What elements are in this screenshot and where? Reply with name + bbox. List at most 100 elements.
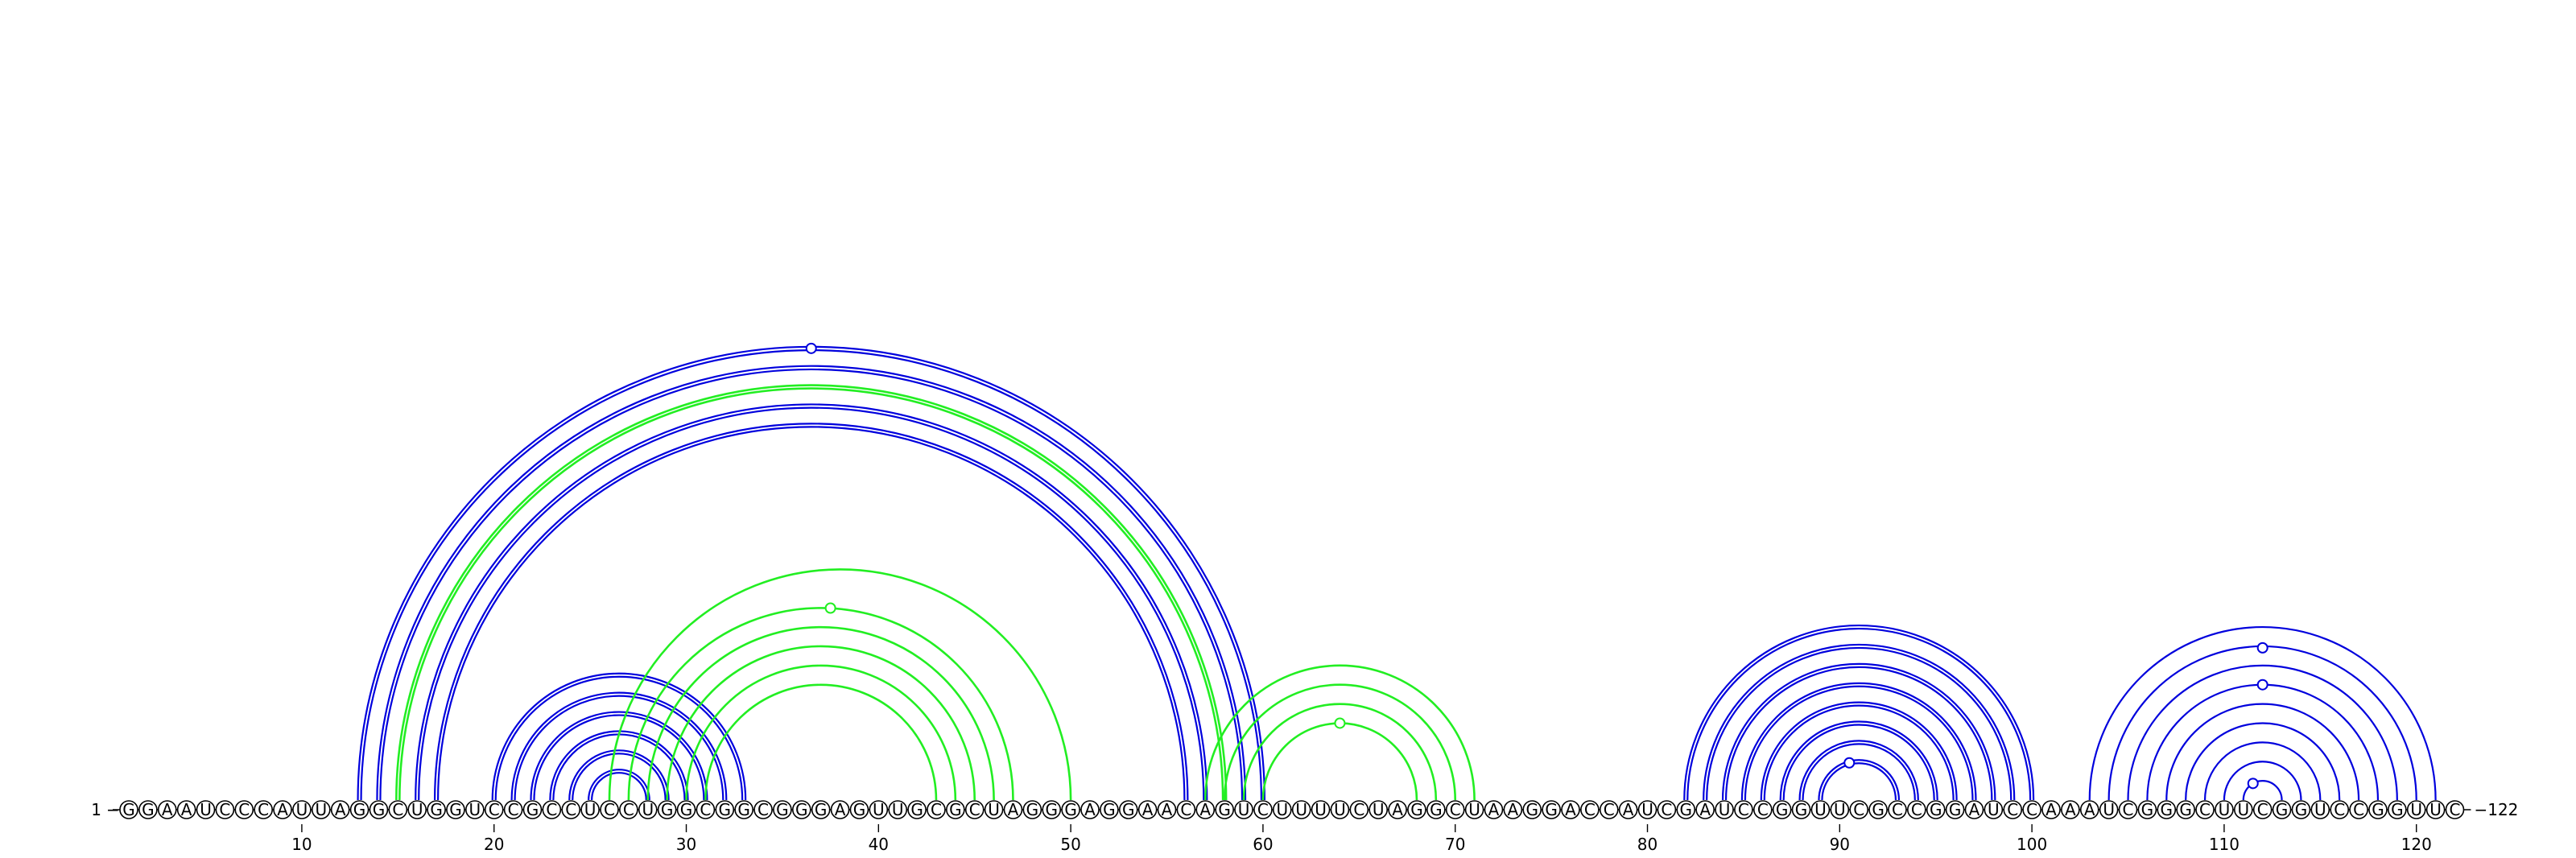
nucleotide-circle [2118,800,2138,819]
nucleotide: C [215,800,235,819]
nucleotide-letter: G [949,800,962,819]
nucleotide-letter: G [1776,800,1789,819]
nucleotide-circle [1234,800,1253,819]
nucleotide: G [1945,800,1965,819]
nucleotide-circle [1080,800,1100,819]
arc-long-stem-green-15-58-0 [395,384,1228,801]
nucleotide-letter: G [2372,800,2384,819]
nucleotide-letter: A [162,800,173,819]
nucleotide: G [907,800,927,819]
nucleotide-circle [1849,800,1868,819]
nucleotide-circle [1964,800,1984,819]
nucleotide: G [522,800,543,819]
nucleotide-letter: C [1450,800,1461,819]
nucleotide-letter: A [181,800,192,819]
nucleotide-letter: G [1430,800,1443,819]
nucleotide-circle [2041,800,2061,819]
arc-hairpin-110-108-116 [2185,722,2341,801]
nucleotide: C [254,800,273,819]
nucleotide-letter: C [1661,800,1672,819]
nucleotide-letter: G [1930,800,1942,819]
nucleotide-circle [465,800,485,819]
arc-hairpin-90-88-94-0 [1798,740,1919,801]
nucleotide-circle [1445,800,1465,819]
nucleotide-circle [542,800,562,819]
nucleotide-letter: A [835,800,846,819]
nucleotide: U [1637,800,1657,819]
nucleotide-circle [119,800,138,819]
nucleotide-letter: G [719,800,732,819]
nucleotide-circle [2137,800,2157,819]
nucleotide: U [1291,800,1311,819]
arc-marker-pseudoknot-green [824,602,836,614]
nucleotide: G [2291,800,2311,819]
nucleotide-circle [522,800,543,819]
nucleotide: C [2445,800,2465,819]
nucleotide-letter: C [2123,800,2134,819]
nucleotide-circle [484,800,504,819]
nucleotide: U [638,800,658,819]
nucleotide: G [2388,800,2407,819]
nucleotide-letter: U [1295,800,1307,819]
arc-pseudoknot-green-26-50 [608,568,1072,801]
nucleotide: G [1926,800,1946,819]
arc-hairpin-90-89-93-0 [1818,759,1901,801]
nucleotide-letter: U [469,800,481,819]
nucleotide-letter: U [1238,800,1250,819]
nucleotide-letter: C [604,800,615,819]
nucleotide: U [1311,800,1331,819]
nucleotide-letter: U [988,800,1000,819]
nucleotide-letter: U [1315,800,1327,819]
nucleotide-letter: U [2429,800,2442,819]
nucleotide: G [1118,800,1138,819]
nucleotide-circle [638,800,658,819]
nucleotide-letter: C [392,800,403,819]
nucleotide-circle [1580,800,1600,819]
nucleotide-letter: G [2161,800,2174,819]
arc-hairpin-90-89-93-1 [1821,762,1897,801]
nucleotide: G [446,800,465,819]
nucleotide: C [1349,800,1369,819]
nucleotide-letter: A [1392,800,1403,819]
tick-label: 70 [1445,835,1465,854]
nucleotide-letter: U [200,800,212,819]
nucleotide-circle [2445,800,2465,819]
nucleotide: A [1388,800,1407,819]
nucleotide-letter: G [1795,800,1808,819]
nucleotide-circle [215,800,235,819]
nucleotide: U [311,800,331,819]
nucleotide: G [2176,800,2195,819]
nucleotide-letter: A [1969,800,1980,819]
nucleotide-circle [388,800,408,819]
nucleotide: A [1137,800,1158,819]
nucleotide: G [2272,800,2292,819]
nucleotide-circle [2176,800,2195,819]
nucleotide-circle [2252,800,2273,819]
nucleotide: A [176,800,196,819]
end-position-label: −122 [2474,800,2518,819]
nucleotide-letter: C [258,800,269,819]
arc-stem-60s-57-71 [1203,664,1476,801]
nucleotide: C [927,800,946,819]
start-position-label: 1 [91,800,101,819]
nucleotide: U [869,800,889,819]
nucleotide-circle [1003,800,1023,819]
nucleotide-letter: A [1162,800,1173,819]
nucleotide-letter: U [2219,800,2231,819]
arc-hairpin-90-87-95-1 [1782,724,1935,801]
nucleotide-circle [1637,800,1657,819]
nucleotide: U [2099,800,2119,819]
nucleotide-letter: U [296,800,308,819]
nucleotide: C [1734,800,1753,819]
nucleotide: G [369,800,389,819]
nucleotide: A [1157,800,1177,819]
nucleotide: A [1561,800,1580,819]
nucleotide: A [1003,800,1023,819]
nucleotide-circle [427,800,446,819]
nucleotide: G [1042,800,1062,819]
nucleotide: C [696,800,716,819]
nucleotide-circle [561,800,581,819]
nucleotide: A [273,800,292,819]
nucleotide-circle [1907,800,1926,819]
nucleotide-letter: C [758,800,769,819]
